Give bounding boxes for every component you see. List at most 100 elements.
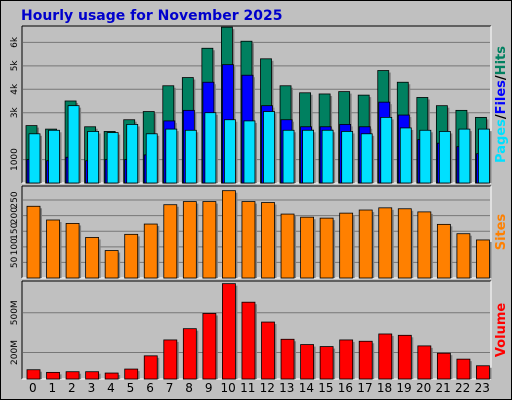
x-tick-label: 6	[146, 381, 154, 395]
x-tick-label: 13	[279, 381, 294, 395]
x-tick-label: 8	[185, 381, 193, 395]
x-tick-label: 16	[338, 381, 353, 395]
volume-label: Volume	[494, 303, 509, 358]
x-tick-label: 18	[377, 381, 392, 395]
pages-bar	[302, 129, 314, 184]
y-tick-label: 100	[10, 238, 20, 255]
y-tick-label: 200	[10, 207, 20, 224]
y-tick-label: 50	[10, 256, 20, 268]
y-tick-label: 3k	[10, 106, 20, 118]
pages-bar	[224, 119, 236, 184]
volume-bar	[222, 283, 236, 380]
y-tick-label: 4k	[10, 83, 20, 95]
sites-bar	[280, 213, 295, 279]
pages-bar	[399, 127, 412, 184]
sites-bar	[319, 217, 334, 279]
volume-bar	[378, 333, 393, 380]
side-label-part: Pages	[494, 119, 509, 163]
x-tick-label: 2	[68, 381, 76, 395]
x-tick-label: 20	[416, 381, 431, 395]
sites-bar	[476, 239, 490, 279]
y-tick-label: 1000	[10, 148, 20, 171]
x-tick-label: 9	[205, 381, 213, 395]
volume-bar	[163, 339, 178, 380]
y-tick-label: 500M	[10, 300, 20, 325]
sites-bar	[182, 201, 197, 279]
x-tick-label: 7	[166, 381, 174, 395]
pages-bar	[341, 131, 354, 184]
pages-bar	[165, 128, 178, 184]
sites-bar	[358, 209, 373, 279]
pages-bar	[87, 131, 100, 184]
volume-bar	[358, 340, 373, 380]
y-tick-label: 150	[10, 222, 20, 239]
side-label-part: /	[494, 114, 509, 119]
x-tick-label: 4	[107, 381, 115, 395]
volume-bar	[476, 365, 490, 380]
pages-bar	[263, 111, 275, 184]
sites-bar	[222, 190, 236, 279]
sites-bar	[261, 202, 275, 279]
side-label-part: Hits	[494, 46, 509, 76]
sites-bar	[417, 211, 432, 279]
side-label-part: /	[494, 75, 509, 80]
volume-bar	[300, 344, 314, 380]
pages-files-hits-label: Pages/Files/Hits	[494, 46, 509, 163]
sites-bar	[202, 201, 217, 279]
pages-bar	[106, 132, 119, 184]
x-tick-label: 5	[127, 381, 135, 395]
sites-bar	[241, 201, 256, 279]
volume-bar	[261, 321, 275, 380]
volume-bar	[417, 345, 432, 380]
x-tick-label: 1	[48, 381, 56, 395]
x-tick-label: 19	[396, 381, 411, 395]
x-tick-label: 11	[240, 381, 255, 395]
x-tick-label: 14	[299, 381, 314, 395]
pages-bar	[67, 105, 80, 184]
pages-bar	[28, 133, 41, 184]
sites-bar	[397, 208, 412, 279]
x-tick-label: 23	[475, 381, 490, 395]
sites-bar	[339, 212, 354, 279]
pages-bar	[282, 129, 295, 184]
x-tick-label: 3	[88, 381, 96, 395]
x-tick-label: 22	[455, 381, 470, 395]
pages-bar	[243, 120, 256, 184]
x-tick-label: 12	[260, 381, 275, 395]
x-tick-label: 15	[318, 381, 333, 395]
pages-bar	[204, 112, 217, 184]
volume-bar	[397, 334, 412, 380]
y-tick-label: 6k	[10, 36, 20, 48]
pages-bar	[380, 116, 393, 184]
sites-bar	[436, 223, 451, 279]
sites-bar	[143, 223, 158, 279]
sites-bar	[46, 219, 60, 279]
volume-bar	[456, 358, 471, 380]
pages-bar	[478, 128, 490, 184]
volume-bar	[202, 313, 217, 380]
volume-bar	[65, 371, 80, 380]
sites-bar	[104, 250, 119, 279]
volume-bar	[26, 369, 41, 380]
sites-bar	[300, 216, 314, 279]
sites-bar	[26, 205, 41, 279]
sites-bar	[85, 237, 100, 279]
pages-bar	[458, 128, 471, 184]
pages-bar	[48, 129, 60, 184]
volume-bar	[319, 346, 334, 380]
volume-bar	[280, 338, 295, 380]
volume-bar	[85, 371, 100, 380]
volume-bar	[241, 301, 256, 380]
volume-panel: 200M 500M Volume	[10, 280, 509, 380]
y-tick-label: 250	[10, 191, 20, 208]
pages-bar	[126, 124, 139, 184]
x-tick-label: 17	[357, 381, 372, 395]
pages-bar	[360, 133, 373, 184]
x-tick-label: 21	[436, 381, 451, 395]
y-tick-label: 200M	[10, 340, 20, 365]
volume-bar	[124, 368, 139, 380]
x-tick-label: 0	[29, 381, 37, 395]
pages-bar	[419, 129, 432, 184]
